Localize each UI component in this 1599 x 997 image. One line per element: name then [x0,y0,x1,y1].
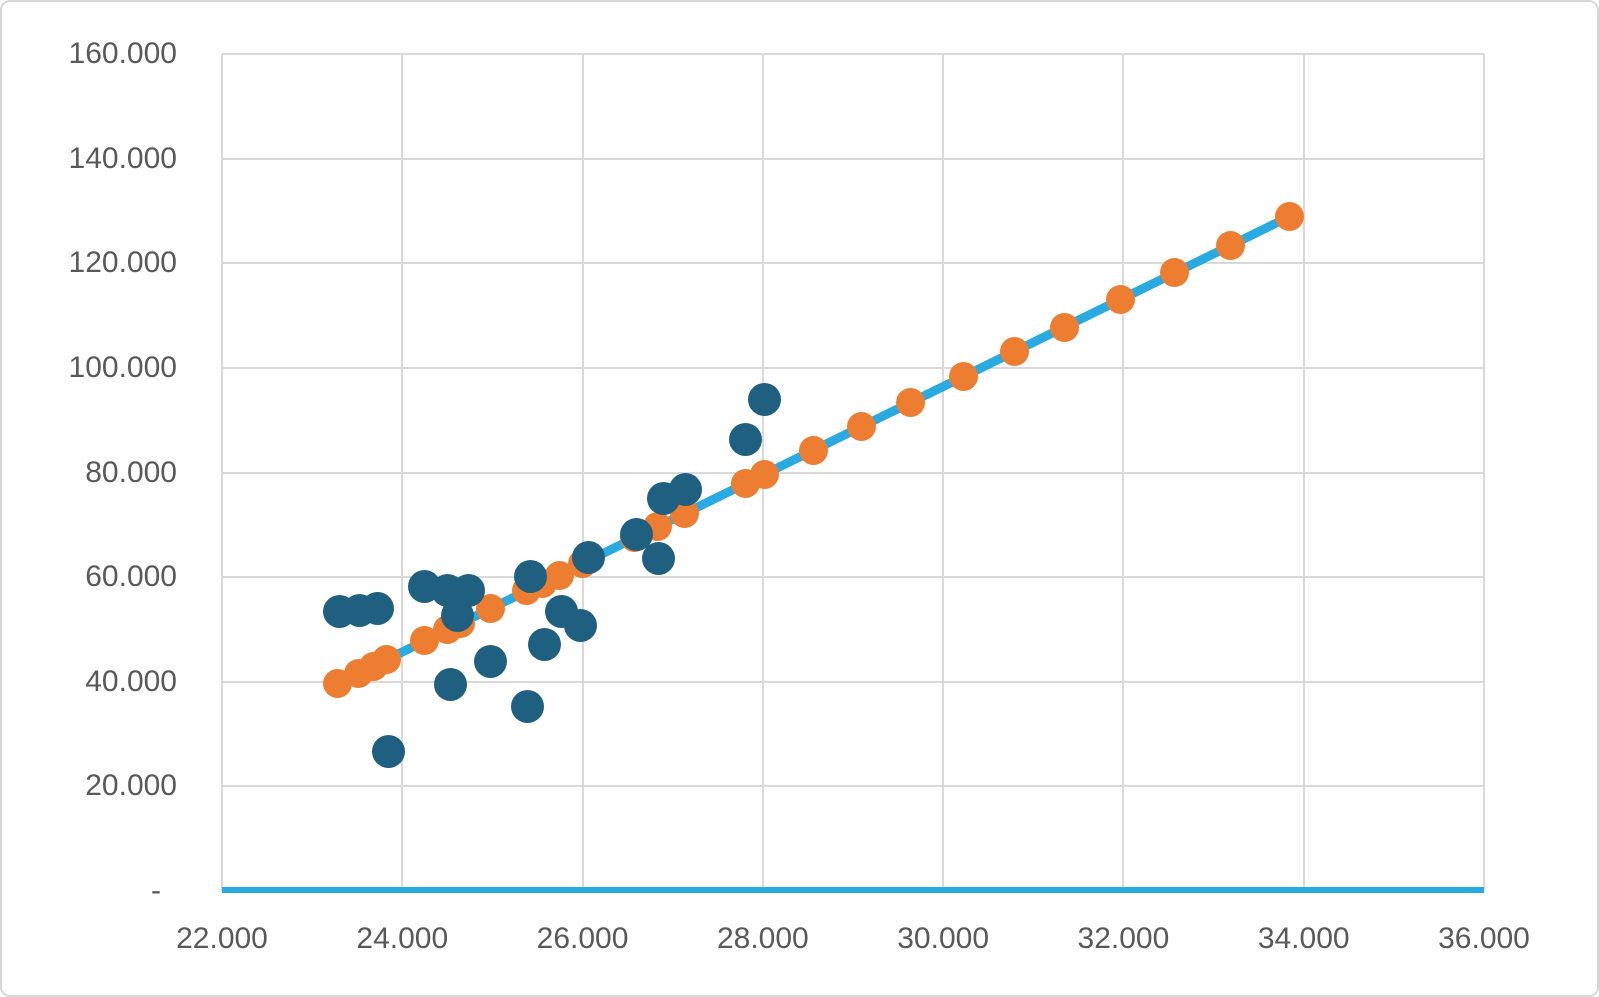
data-point-predicted [1160,258,1190,288]
y-tick-label: 160.000 [68,37,177,70]
y-tick-label: 120.000 [68,246,177,280]
y-tick-label: 20.000 [85,769,177,803]
gridline-horizontal [222,785,1484,788]
gridline-horizontal [222,157,1484,160]
data-point-predicted [999,337,1029,367]
x-tick-label: 26.000 [536,922,629,955]
data-point-actual [668,473,702,507]
y-tick-label: - [151,874,161,907]
line-layer [222,212,1484,893]
data-point-actual [564,609,598,643]
x-tick-label: 34.000 [1257,922,1350,955]
x-tick-label: 24.000 [356,922,449,955]
y-tick-label: 80.000 [85,455,177,489]
y-tick-label: 40.000 [85,664,177,698]
data-point-predicted [949,361,979,391]
data-point-actual [372,735,406,769]
data-point-predicted [750,459,780,489]
data-point-predicted [1216,230,1246,260]
y-tick-label: 60.000 [85,560,177,594]
data-point-predicted [896,387,926,417]
x-tick-label: 36.000 [1438,922,1530,955]
gridline-horizontal [222,471,1484,474]
y-tick-label: 140.000 [68,141,177,175]
gridline-horizontal [222,53,1484,55]
data-point-actual [748,383,782,417]
data-point-actual [511,690,545,724]
data-point-actual [729,422,763,456]
data-point-predicted [798,436,828,466]
data-point-actual [361,592,395,625]
gridline-horizontal [222,262,1484,265]
plot-area [221,53,1485,893]
data-point-actual [528,627,562,661]
data-point-predicted [372,644,402,674]
gridline-horizontal [222,366,1484,369]
gridline-horizontal [222,680,1484,683]
data-point-actual [641,542,675,576]
x-tick-label: 22.000 [176,922,268,955]
data-point-actual [572,541,606,575]
data-point-actual [434,668,468,702]
x-tick-label: 32.000 [1077,922,1170,955]
data-point-predicted [1106,284,1136,314]
data-point-actual [451,573,485,607]
data-point-predicted [846,412,876,442]
data-point-predicted [1050,312,1080,342]
x-tick-label: 28.000 [716,922,809,955]
data-point-predicted [1274,202,1304,232]
data-point-actual [474,645,508,679]
gridline-horizontal [222,576,1484,579]
gridline-vertical [1483,54,1485,891]
y-tick-label: 100.000 [68,350,177,384]
x-tick-label: 30.000 [897,922,990,955]
data-point-actual [513,559,547,593]
